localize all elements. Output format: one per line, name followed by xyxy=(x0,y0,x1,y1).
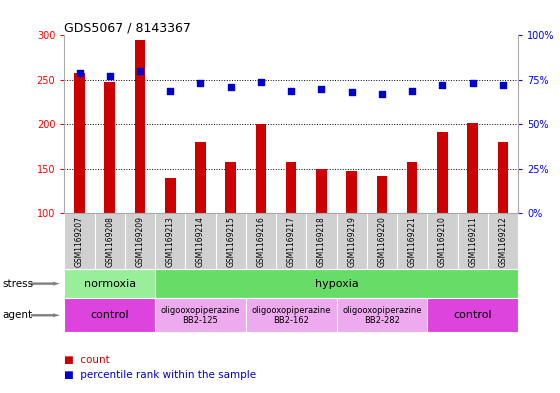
Text: GSM1169212: GSM1169212 xyxy=(498,216,507,267)
Bar xyxy=(246,298,337,332)
Text: ■  count: ■ count xyxy=(64,354,110,365)
Text: GSM1169209: GSM1169209 xyxy=(136,216,144,267)
Text: normoxia: normoxia xyxy=(83,279,136,288)
Point xyxy=(347,89,356,95)
Bar xyxy=(74,73,85,213)
Bar xyxy=(347,171,357,213)
Bar xyxy=(155,298,246,332)
Text: GSM1169207: GSM1169207 xyxy=(75,216,84,267)
Text: oligooxopiperazine
BB2-282: oligooxopiperazine BB2-282 xyxy=(342,306,422,325)
Point xyxy=(468,80,477,86)
Text: GSM1169214: GSM1169214 xyxy=(196,216,205,267)
Text: GSM1169220: GSM1169220 xyxy=(377,216,386,267)
Bar xyxy=(498,142,508,213)
Bar xyxy=(64,269,155,298)
Point xyxy=(136,68,144,74)
Bar xyxy=(377,176,387,213)
Point xyxy=(166,87,175,94)
Bar xyxy=(337,298,427,332)
Text: hypoxia: hypoxia xyxy=(315,279,358,288)
Bar xyxy=(195,142,206,213)
Text: GSM1169217: GSM1169217 xyxy=(287,216,296,267)
Bar xyxy=(437,132,447,213)
Point xyxy=(408,87,417,94)
Text: oligooxopiperazine
BB2-162: oligooxopiperazine BB2-162 xyxy=(251,306,331,325)
Text: control: control xyxy=(91,310,129,320)
Bar xyxy=(468,123,478,213)
Text: GSM1169216: GSM1169216 xyxy=(256,216,265,267)
Point xyxy=(438,82,447,88)
Bar xyxy=(316,169,326,213)
Point xyxy=(75,70,84,76)
Text: GSM1169221: GSM1169221 xyxy=(408,216,417,267)
Text: control: control xyxy=(454,310,492,320)
Point xyxy=(377,91,386,97)
Bar xyxy=(64,298,155,332)
Point xyxy=(498,82,507,88)
Text: GSM1169210: GSM1169210 xyxy=(438,216,447,267)
Text: GDS5067 / 8143367: GDS5067 / 8143367 xyxy=(64,21,192,34)
Bar xyxy=(427,298,518,332)
Point xyxy=(256,79,265,85)
Point xyxy=(196,80,205,86)
Bar xyxy=(407,162,417,213)
Text: GSM1169211: GSM1169211 xyxy=(468,216,477,267)
Text: stress: stress xyxy=(3,279,34,288)
Bar xyxy=(165,178,175,213)
Text: GSM1169218: GSM1169218 xyxy=(317,216,326,267)
Bar xyxy=(105,82,115,213)
Text: GSM1169208: GSM1169208 xyxy=(105,216,114,267)
Text: GSM1169215: GSM1169215 xyxy=(226,216,235,267)
Bar xyxy=(155,269,518,298)
Bar xyxy=(256,124,266,213)
Bar xyxy=(226,162,236,213)
Text: agent: agent xyxy=(3,310,33,320)
Text: GSM1169213: GSM1169213 xyxy=(166,216,175,267)
Text: ■  percentile rank within the sample: ■ percentile rank within the sample xyxy=(64,370,256,380)
Point xyxy=(226,84,235,90)
Point xyxy=(105,73,114,79)
Point xyxy=(317,86,326,92)
Text: GSM1169219: GSM1169219 xyxy=(347,216,356,267)
Point xyxy=(287,87,296,94)
Bar xyxy=(286,162,296,213)
Text: oligooxopiperazine
BB2-125: oligooxopiperazine BB2-125 xyxy=(161,306,240,325)
Bar xyxy=(135,40,145,213)
